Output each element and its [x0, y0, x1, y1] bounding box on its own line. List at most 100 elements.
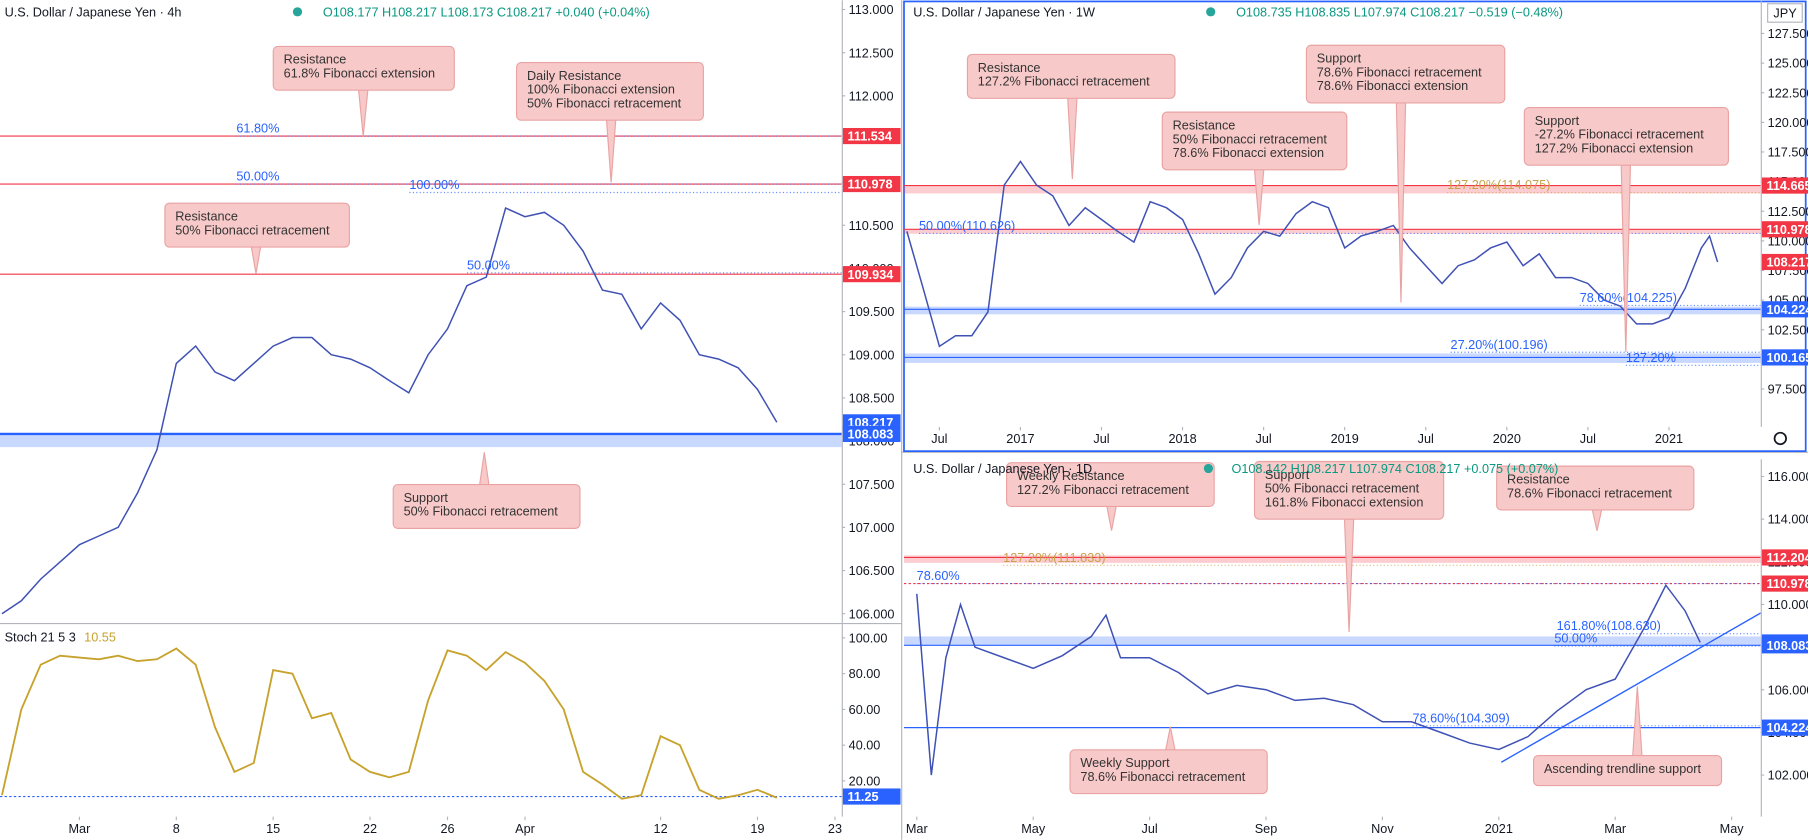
y-tick-label: 40.00 — [849, 739, 881, 753]
x-tick-label: Nov — [1371, 822, 1394, 836]
annotation-text: 127.2% Fibonacci retracement — [978, 75, 1150, 89]
x-tick-label: May — [1021, 822, 1046, 836]
settings-icon[interactable] — [1773, 431, 1787, 446]
y-tick-label: 112.500 — [1768, 205, 1808, 219]
annotation-text: 78.6% Fibonacci retracement — [1080, 770, 1245, 784]
annotation-text: 127.2% Fibonacci extension — [1535, 141, 1694, 155]
annotation-pointer — [1620, 165, 1632, 352]
y-tick-label: 106.000 — [1768, 683, 1808, 697]
y-tick-label: 110.000 — [1768, 598, 1808, 612]
y-tick-label: 117.500 — [1768, 146, 1808, 160]
pane — [0, 647, 842, 800]
annotation-text: 50% Fibonacci retracement — [404, 505, 559, 519]
annotation-text: 78.6% Fibonacci retracement — [1317, 65, 1482, 79]
pane — [904, 160, 1761, 366]
y-tick-label: 108.500 — [849, 392, 895, 406]
annotation-text: 50% Fibonacci retracement — [1173, 132, 1328, 146]
y-tick-label: 114.000 — [1768, 513, 1808, 527]
annotation-text: Resistance — [1507, 472, 1570, 486]
price-tag — [1761, 637, 1808, 654]
annotation-box — [1161, 111, 1348, 171]
symbol-title: U.S. Dollar / Japanese Yen · 4h — [5, 5, 182, 19]
annotation-text: -27.2% Fibonacci retracement — [1535, 128, 1705, 142]
annotation-text: Resistance — [175, 210, 238, 224]
fib-label: 50.00% — [467, 258, 510, 272]
annotation-text: 61.8% Fibonacci extension — [284, 67, 435, 81]
annotation-pointer — [1591, 509, 1603, 531]
annotation-text: Support — [404, 491, 449, 505]
annotation-pointer — [605, 120, 617, 183]
y-tick-label: 107.000 — [849, 521, 895, 535]
price-tag — [842, 788, 901, 805]
price-tag — [1761, 719, 1808, 736]
annotation-pointer — [479, 452, 490, 485]
x-tick-label: 15 — [266, 822, 280, 836]
status-dot — [1203, 463, 1214, 474]
annotation-pointer — [358, 90, 369, 137]
price-tag-label: 100.165 — [1766, 351, 1808, 365]
currency-label: JPY — [1773, 7, 1797, 21]
currency-button[interactable] — [1767, 3, 1803, 23]
price-tag-label: 110.978 — [1766, 577, 1808, 591]
y-tick-label: 112.000 — [849, 89, 894, 103]
trendline — [1500, 612, 1761, 763]
annotation-pointer — [1165, 726, 1176, 750]
price-tag — [842, 266, 901, 283]
y-tick-label: 110.500 — [849, 219, 894, 233]
x-tick-label: 26 — [440, 822, 454, 836]
y-tick-label: 127.500 — [1768, 27, 1808, 41]
ohlc-values: O108.735 H108.835 L107.974 C108.217 −0.5… — [1236, 5, 1563, 19]
y-tick-label: 106.500 — [849, 564, 895, 578]
annotation-box — [1069, 749, 1268, 795]
price-tag-label: 108.083 — [1766, 639, 1808, 653]
price-tag — [1761, 349, 1808, 366]
price-tag — [1761, 549, 1808, 566]
price-line — [916, 583, 1701, 776]
price-tag — [842, 425, 901, 442]
fib-label: 50.00% — [1554, 632, 1597, 646]
indicator-title: Stoch 21 5 3 — [5, 630, 76, 644]
annotation-box — [1523, 106, 1730, 166]
fib-label: 50.00% — [236, 170, 279, 184]
price-tag-label: 110.978 — [1766, 223, 1808, 237]
x-tick-label: May — [1720, 822, 1745, 836]
annotation-text: Resistance — [978, 61, 1041, 75]
annotation-box — [164, 202, 350, 248]
annotation-box — [966, 53, 1176, 99]
x-tick-label: 2021 — [1485, 822, 1513, 836]
annotation-pointer — [1067, 98, 1078, 180]
annotation-box — [1532, 754, 1723, 787]
fib-label: 50.00%(110.626) — [919, 219, 1015, 233]
x-tick-label: Jul — [1093, 432, 1109, 446]
price-tag-label: 109.934 — [848, 268, 894, 282]
zone-band — [0, 433, 842, 448]
stochastic-line — [1, 647, 778, 800]
annotation-text: 100% Fibonacci extension — [527, 83, 675, 97]
symbol-title: U.S. Dollar / Japanese Yen · 1W — [913, 5, 1095, 19]
y-tick-label: 109.500 — [849, 305, 895, 319]
annotation-text: 50% Fibonacci retracement — [175, 223, 330, 237]
fib-label: 61.80% — [236, 122, 279, 136]
y-tick-label: 100.00 — [849, 631, 888, 645]
annotation-pointer — [250, 246, 262, 274]
x-tick-label: 2017 — [1006, 432, 1034, 446]
price-tag-label: 108.083 — [848, 428, 894, 442]
annotation-pointer — [1632, 686, 1643, 756]
y-tick-label: 80.00 — [849, 667, 881, 681]
y-tick-label: 120.000 — [1768, 116, 1808, 130]
price-tag — [1761, 221, 1808, 238]
annotation-box — [1496, 465, 1695, 511]
x-tick-label: Jul — [1418, 432, 1434, 446]
annotation-text: Support — [1317, 52, 1362, 66]
y-tick-label: 60.00 — [849, 703, 881, 717]
zone-band — [904, 555, 1761, 563]
y-tick-label: 125.000 — [1768, 57, 1808, 71]
x-tick-label: 23 — [828, 822, 842, 836]
